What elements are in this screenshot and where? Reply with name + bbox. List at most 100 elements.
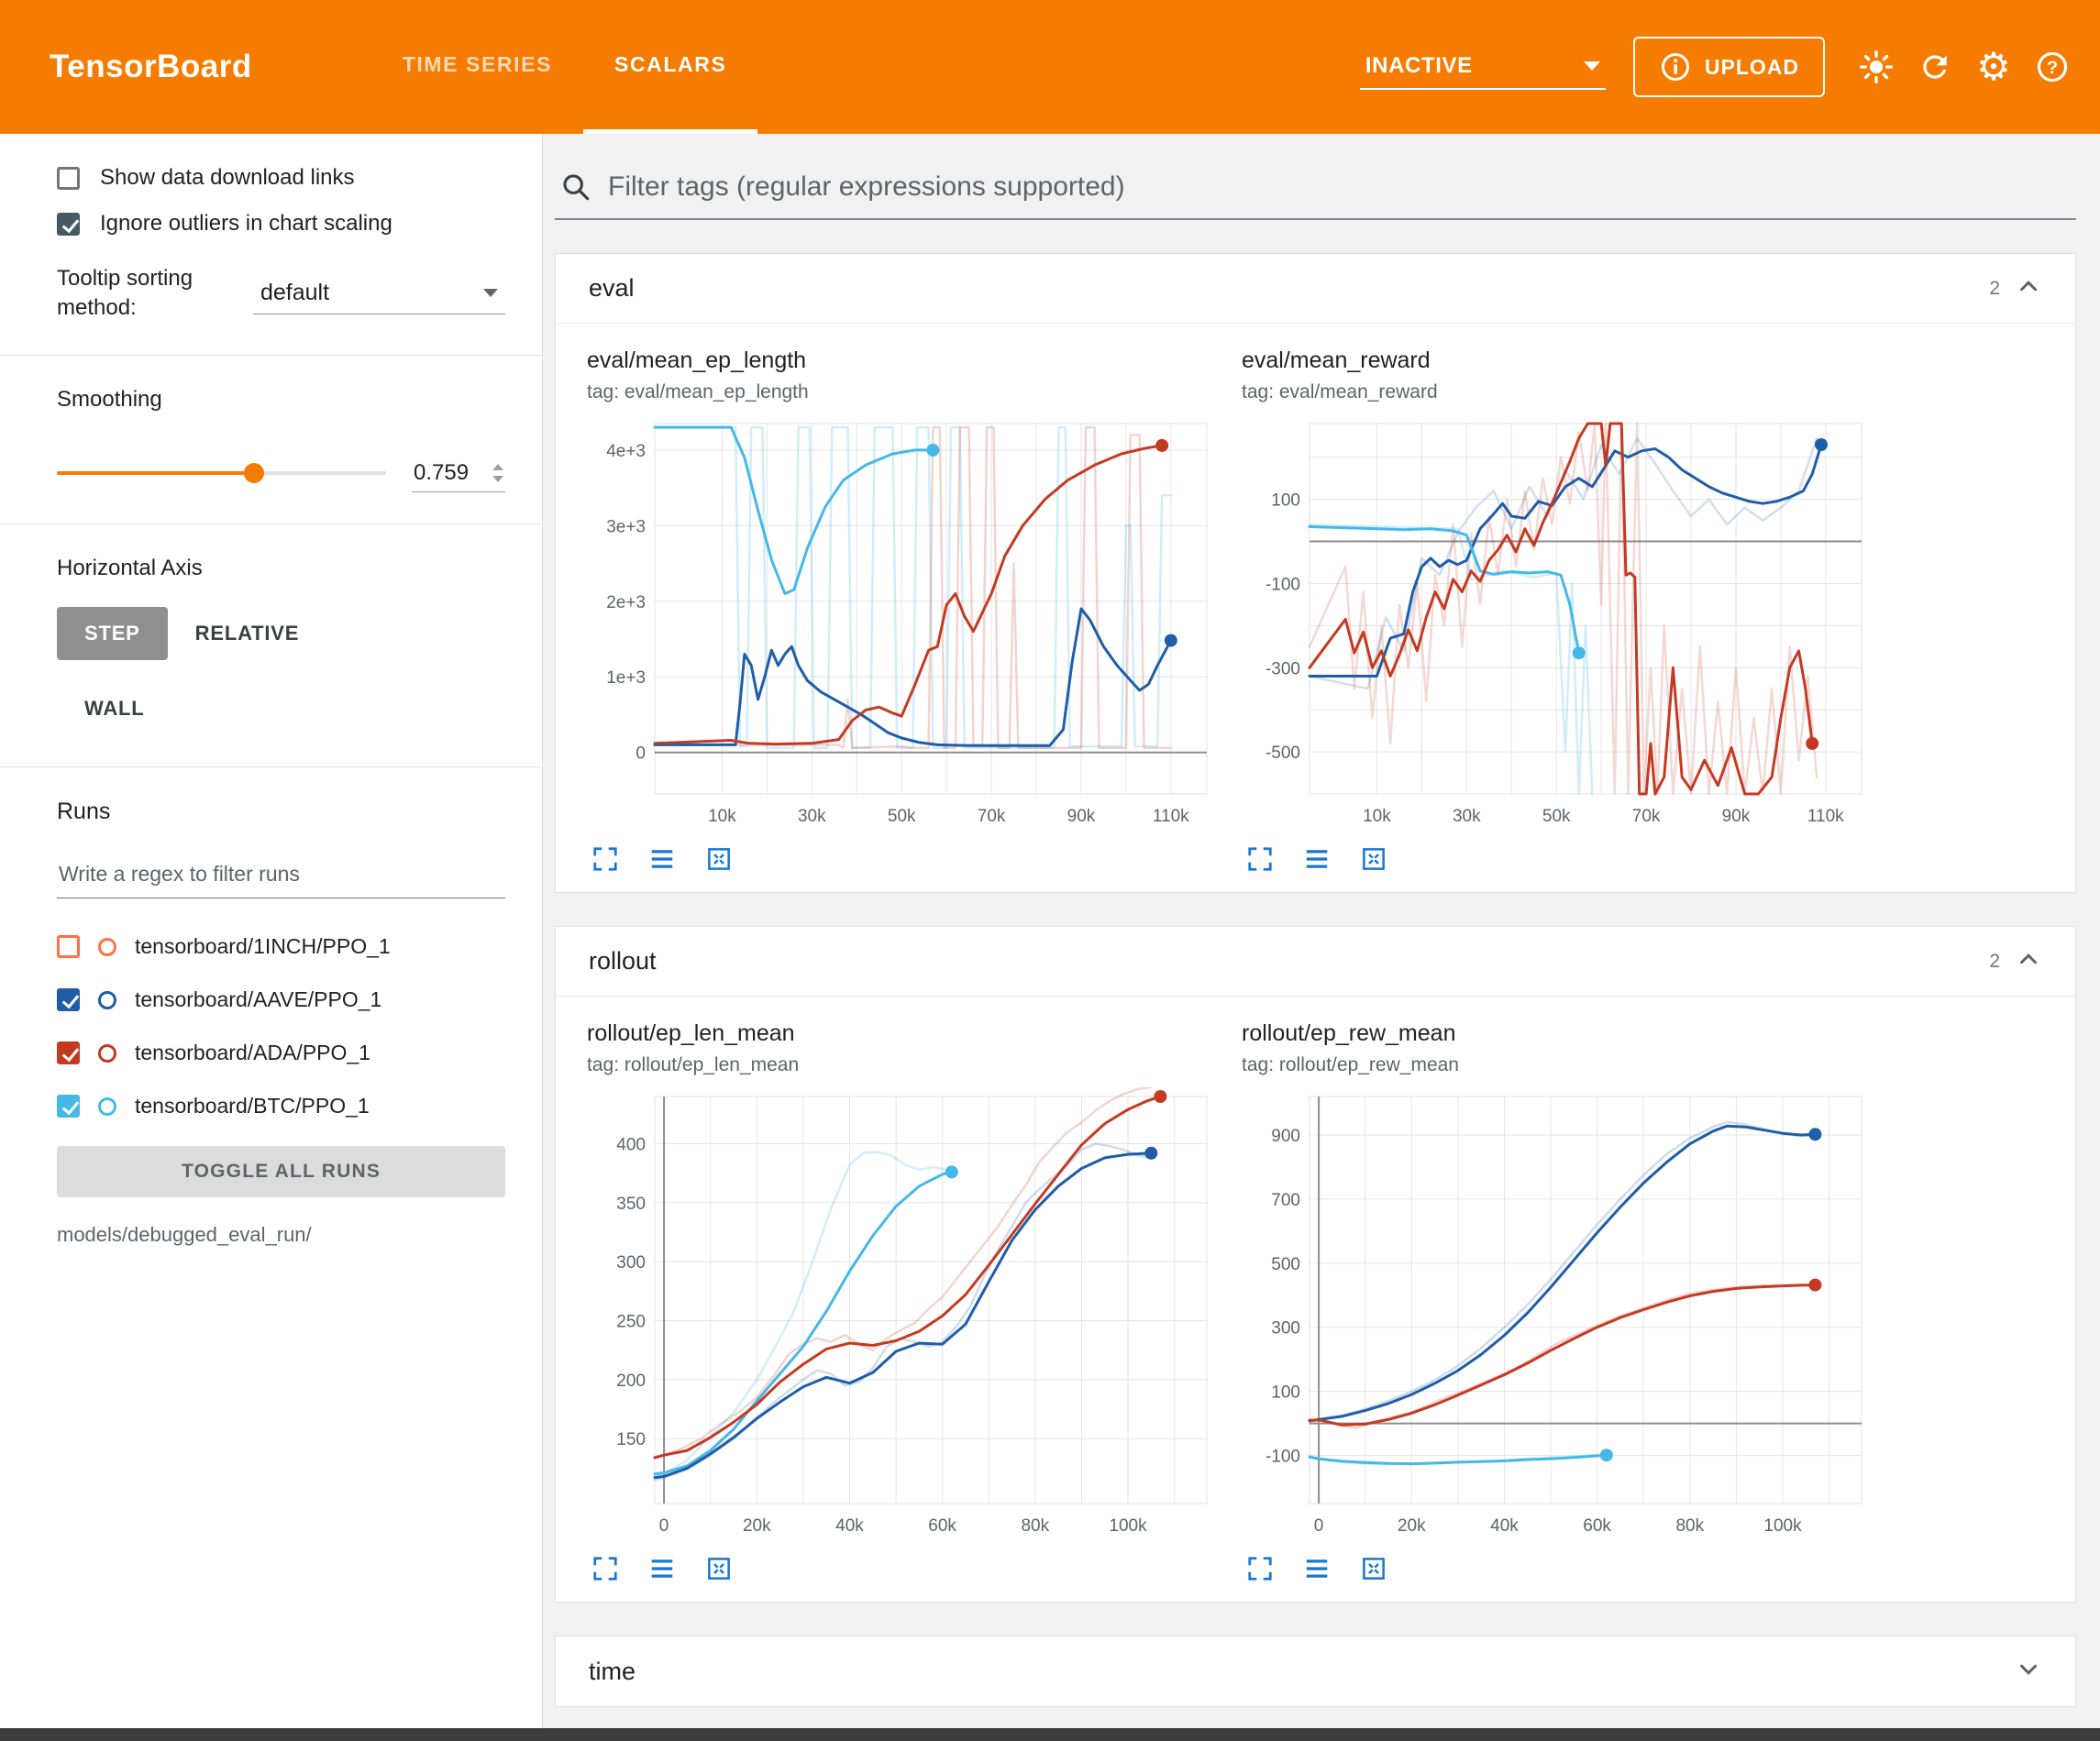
run-row[interactable]: tensorboard/ADA/PPO_1: [57, 1027, 505, 1080]
bottom-strip: [0, 1728, 2100, 1741]
svg-text:10k: 10k: [1363, 807, 1391, 826]
tab-time-series[interactable]: TIME SERIES: [402, 52, 553, 76]
upload-button[interactable]: UPLOAD: [1632, 37, 1825, 97]
run-label: tensorboard/ADA/PPO_1: [135, 1041, 370, 1065]
svg-text:70k: 70k: [978, 807, 1006, 826]
svg-text:0: 0: [1314, 1516, 1324, 1536]
run-checkbox[interactable]: [57, 1041, 80, 1065]
svg-text:-100: -100: [1266, 576, 1300, 595]
show-download-links-row[interactable]: Show data download links: [57, 165, 505, 191]
fit-domain-icon[interactable]: [704, 1554, 734, 1583]
run-row[interactable]: tensorboard/BTC/PPO_1: [57, 1080, 505, 1133]
svg-text:80k: 80k: [1021, 1516, 1049, 1536]
section-title: eval: [589, 274, 635, 302]
ignore-outliers-checkbox[interactable]: [57, 212, 80, 236]
chart-plot[interactable]: 0 20k 40k 60k 80k 100k 150 200 250 300 350 400: [587, 1085, 1220, 1550]
tooltip-sorting-select[interactable]: default: [253, 272, 505, 315]
run-checkbox[interactable]: [57, 935, 80, 959]
section-title: rollout: [589, 947, 657, 975]
brightness-icon[interactable]: [1852, 43, 1900, 91]
svg-text:20k: 20k: [1398, 1516, 1426, 1536]
chart-canvas[interactable]: 0 20k 40k 60k 80k 100k -100 100 300 500 700 900: [1242, 1087, 1874, 1546]
run-row[interactable]: tensorboard/1INCH/PPO_1: [57, 920, 505, 974]
chart-canvas[interactable]: 10k 30k 50k 70k 90k 110k 0 1e+3 2e+3 3e+3 4e+3: [587, 414, 1220, 836]
chart-plot[interactable]: 0 20k 40k 60k 80k 100k -100 100 300 500 700 900: [1242, 1087, 1874, 1550]
chart-tag: tag: rollout/ep_len_mean: [587, 1054, 800, 1075]
svg-text:-100: -100: [1266, 1448, 1300, 1467]
run-row[interactable]: tensorboard/AAVE/PPO_1: [57, 974, 505, 1027]
chart-rollout-ep-len-mean: rollout/ep_len_mean tag: rollout/ep_len_…: [587, 1020, 1220, 1583]
axis-option-relative[interactable]: RELATIVE: [194, 621, 300, 645]
section-card-rollout: rollout 2 rollout/ep_len_mean tag: rollo…: [555, 926, 2076, 1603]
run-checkbox[interactable]: [57, 1095, 80, 1118]
svg-text:3e+3: 3e+3: [606, 517, 646, 536]
svg-text:700: 700: [1271, 1191, 1300, 1210]
fit-domain-icon[interactable]: [704, 844, 734, 874]
help-icon[interactable]: ?: [2028, 43, 2076, 91]
expand-chart-icon[interactable]: [591, 1554, 620, 1583]
expand-chart-icon[interactable]: [591, 844, 620, 874]
axis-option-wall[interactable]: WALL: [84, 696, 145, 720]
app-title: TensorBoard: [50, 49, 252, 84]
runs-footer-path: models/debugged_eval_run/: [57, 1222, 312, 1246]
section-header-rollout[interactable]: rollout 2: [556, 927, 2075, 997]
chart-toolbar: [1242, 844, 1874, 874]
toggle-runs-list-icon[interactable]: [1302, 844, 1332, 874]
chart-title: rollout/ep_rew_mean: [1242, 1020, 1456, 1046]
section-title: time: [589, 1657, 636, 1685]
axis-option-step[interactable]: STEP: [57, 606, 168, 660]
section-header-time[interactable]: time: [556, 1636, 2075, 1706]
svg-text:110k: 110k: [1807, 807, 1844, 826]
ignore-outliers-row[interactable]: Ignore outliers in chart scaling: [57, 211, 505, 237]
smoothing-slider-handle[interactable]: [244, 463, 265, 484]
tag-filter-input[interactable]: [606, 171, 2071, 204]
svg-text:300: 300: [1271, 1319, 1300, 1339]
main-content: eval 2 eval/mean_ep_length tag: eval/mea…: [544, 134, 2100, 1728]
chart-title: eval/mean_reward: [1242, 347, 1431, 373]
expand-chart-icon[interactable]: [1245, 1554, 1275, 1583]
svg-text:?: ?: [2047, 58, 2058, 78]
run-color-circle: [98, 1096, 116, 1116]
chart-plot[interactable]: 10k 30k 50k 70k 90k 110k 0 1e+3 2e+3 3e+3 4e+3: [587, 414, 1220, 841]
info-icon: [1659, 50, 1692, 83]
svg-text:40k: 40k: [1490, 1516, 1519, 1536]
status-label: INACTIVE: [1365, 53, 1473, 78]
tab-scalars[interactable]: SCALARS: [583, 0, 758, 134]
section-header-eval[interactable]: eval 2: [556, 254, 2075, 324]
chevron-down-icon[interactable]: [2015, 1656, 2042, 1688]
run-checkbox[interactable]: [57, 988, 80, 1012]
chart-toolbar: [587, 844, 1220, 874]
svg-text:1e+3: 1e+3: [606, 668, 646, 688]
svg-text:500: 500: [1271, 1255, 1300, 1274]
svg-text:50k: 50k: [888, 807, 916, 826]
svg-text:50k: 50k: [1542, 807, 1571, 826]
smoothing-slider[interactable]: [57, 463, 386, 484]
tooltip-sorting-label: Tooltip sorting method:: [57, 266, 193, 321]
toggle-all-runs-button[interactable]: TOGGLE ALL RUNS: [57, 1145, 505, 1197]
chart-toolbar: [1242, 1554, 1874, 1583]
refresh-icon[interactable]: [1911, 43, 1959, 91]
toggle-runs-list-icon[interactable]: [1302, 1554, 1332, 1583]
run-color-circle: [98, 937, 116, 956]
expand-chart-icon[interactable]: [1245, 844, 1275, 874]
chevron-up-icon[interactable]: [2015, 272, 2042, 304]
chart-canvas[interactable]: 10k 30k 50k 70k 90k 110k 100 -100 -300 -500: [1242, 414, 1874, 836]
settings-gear-icon[interactable]: ⚙: [1976, 45, 2011, 88]
fit-domain-icon[interactable]: [1359, 844, 1388, 874]
svg-text:110k: 110k: [1153, 807, 1189, 826]
tag-filter-bar: [555, 171, 2076, 220]
show-download-links-checkbox[interactable]: [57, 166, 80, 190]
status-dropdown[interactable]: INACTIVE: [1359, 44, 1606, 90]
toggle-runs-list-icon[interactable]: [647, 1554, 677, 1583]
runs-filter-input[interactable]: [57, 850, 505, 898]
chevron-up-icon[interactable]: [2015, 945, 2042, 977]
toggle-runs-list-icon[interactable]: [647, 844, 677, 874]
chart-plot[interactable]: 10k 30k 50k 70k 90k 110k 100 -100 -300 -500: [1242, 414, 1874, 841]
smoothing-value-input[interactable]: 0.759: [412, 455, 505, 492]
fit-domain-icon[interactable]: [1359, 1554, 1388, 1583]
smoothing-label: Smoothing: [57, 386, 162, 412]
number-spinner-icon[interactable]: [492, 463, 503, 482]
chart-canvas[interactable]: 0 20k 40k 60k 80k 100k 150 200 250 300 350 400: [587, 1085, 1220, 1546]
tooltip-sorting-row: Tooltip sorting method: default: [57, 264, 505, 324]
svg-text:30k: 30k: [1453, 807, 1481, 826]
